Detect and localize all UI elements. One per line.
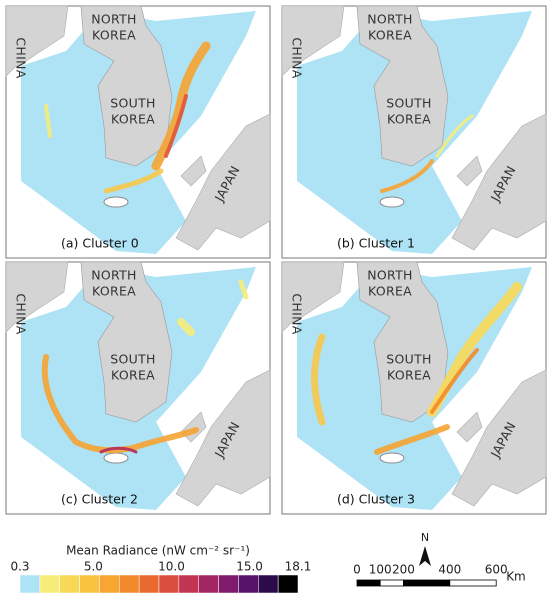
legend-title: Mean Radiance (nW cm⁻² sr⁻¹): [66, 544, 250, 558]
country-label: KOREA: [387, 112, 431, 127]
scale-unit: Km: [506, 570, 526, 584]
radiance-patch: [430, 348, 479, 414]
north-arrow: [419, 546, 431, 566]
legend-swatch: [19, 574, 41, 594]
country-label: NORTH: [91, 12, 137, 27]
country-label: NORTH: [367, 12, 413, 27]
panel-caption: (a) Cluster 0: [61, 236, 139, 251]
radiance-patch: [99, 446, 138, 454]
legend-swatch: [198, 574, 219, 594]
legend-swatch: [59, 574, 80, 594]
scale-label: 0: [353, 563, 361, 577]
country-label: CHINA: [14, 37, 29, 78]
scale-segment: [402, 579, 451, 587]
panel-caption: (b) Cluster 1: [337, 236, 415, 251]
panel-caption: (d) Cluster 3: [337, 492, 415, 507]
radiance-patch: [380, 159, 434, 193]
radiance-patch: [44, 104, 52, 138]
legend-tick-label: 10.0: [158, 560, 185, 574]
country-label: KOREA: [387, 368, 431, 383]
country-label: CHINA: [290, 293, 305, 334]
radiance-patch: [164, 94, 188, 158]
legend-swatch: [99, 574, 120, 594]
radiance-patch: [427, 282, 522, 417]
legend-swatch: [277, 574, 299, 594]
north-label: N: [421, 531, 429, 544]
scale-label: 400: [438, 563, 461, 577]
country-label: NORTH: [91, 268, 137, 283]
country-label: KOREA: [368, 284, 412, 299]
legend-swatch: [178, 574, 199, 594]
country-label: SOUTH: [110, 352, 155, 367]
legend-tick-label: 5.0: [84, 560, 103, 574]
legend-tick-label: 15.0: [236, 560, 263, 574]
country-label: SOUTH: [386, 96, 431, 111]
legend-tick-label: 18.1: [285, 560, 312, 574]
country-label: NORTH: [367, 268, 413, 283]
country-label: KOREA: [368, 28, 412, 43]
scale-label: 100: [369, 563, 392, 577]
legend-swatch: [138, 574, 160, 594]
radiance-patch: [311, 333, 326, 426]
radiance-patch: [41, 354, 199, 454]
legend-tick-label: 0.3: [10, 560, 29, 574]
legend-swatch: [119, 574, 140, 594]
legend-swatch: [79, 574, 100, 594]
country-label: CHINA: [14, 293, 29, 334]
radiance-patch: [177, 318, 195, 336]
legend-swatch: [258, 574, 279, 594]
country-label: SOUTH: [386, 352, 431, 367]
radiance-patch: [374, 424, 450, 455]
country-label: CHINA: [290, 37, 305, 78]
country-label: KOREA: [111, 112, 155, 127]
legend-swatch: [39, 574, 60, 594]
radiance-patch: [435, 114, 474, 158]
scale-segment: [356, 579, 381, 587]
legend-swatch: [238, 574, 259, 594]
country-label: KOREA: [111, 368, 155, 383]
scale-segment: [379, 579, 404, 587]
scale-label: 200: [392, 563, 415, 577]
radiance-patch: [103, 168, 164, 194]
country-label: SOUTH: [110, 96, 155, 111]
country-label: KOREA: [92, 28, 136, 43]
legend-swatch: [158, 574, 180, 594]
scale-segment: [449, 579, 497, 587]
legend-swatch: [218, 574, 239, 594]
radiance-patch: [151, 41, 211, 171]
scale-label: 600: [485, 563, 508, 577]
country-label: KOREA: [92, 284, 136, 299]
radiance-patch: [238, 279, 249, 300]
panel-caption: (c) Cluster 2: [61, 492, 138, 507]
